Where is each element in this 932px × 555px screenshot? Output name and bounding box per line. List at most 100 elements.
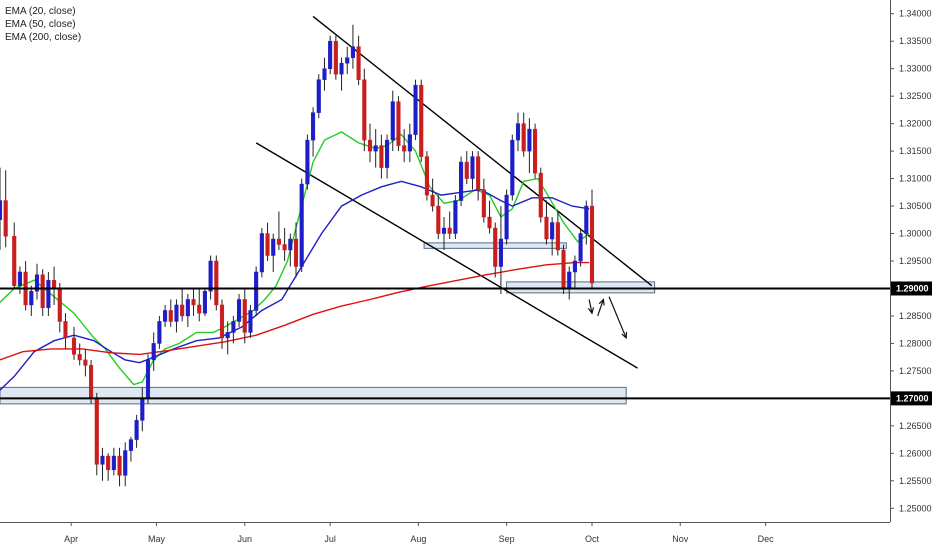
projection-arrow-2 — [608, 296, 628, 340]
candle-88 — [504, 189, 509, 245]
candle-100 — [572, 255, 577, 289]
candle-body — [316, 79, 321, 113]
candle-body — [504, 194, 509, 240]
candle-body — [373, 145, 378, 152]
candle-50 — [288, 233, 293, 267]
candle-body — [163, 310, 168, 322]
y-tick-label: 1.31500 — [899, 146, 932, 156]
candle-41 — [237, 293, 242, 327]
candle-body — [77, 354, 82, 361]
candle-body — [299, 183, 304, 267]
price-tag-0: 1.29000 — [891, 281, 932, 296]
candle-body — [71, 337, 77, 355]
candle-65 — [373, 129, 378, 168]
candle-body — [191, 299, 196, 306]
candle-85 — [487, 200, 492, 234]
candle-11 — [63, 313, 68, 349]
y-tick-label: 1.26000 — [899, 448, 932, 458]
candle-body — [197, 304, 202, 314]
candle-body — [584, 205, 589, 234]
candle-body — [214, 260, 219, 306]
y-tick-label: 1.34000 — [899, 9, 932, 19]
candle-body — [293, 238, 299, 267]
candle-body — [17, 271, 22, 286]
legend-ema50[interactable]: EMA (50, close) — [5, 19, 76, 30]
candle-body — [339, 62, 344, 75]
candle-76 — [436, 195, 441, 240]
ema-line-200 — [0, 261, 590, 361]
candle-body — [589, 205, 595, 284]
candle-body — [157, 321, 162, 344]
candle-84 — [481, 178, 486, 223]
candle-body — [242, 299, 247, 333]
candle-body — [424, 156, 429, 196]
candle-body — [106, 455, 111, 471]
candle-body — [430, 194, 435, 207]
arrow-head — [621, 331, 628, 340]
candle-64 — [367, 123, 373, 163]
candle-body — [3, 200, 8, 237]
candle-87 — [498, 206, 503, 294]
candle-77 — [441, 217, 447, 251]
candle-body — [248, 310, 253, 333]
candle-14 — [83, 348, 88, 377]
candle-body — [459, 161, 464, 201]
candle-body — [265, 233, 270, 256]
candle-body — [311, 112, 316, 141]
candle-46 — [265, 222, 270, 261]
legend-ema20[interactable]: EMA (20, close) — [5, 6, 76, 17]
candle-body — [333, 40, 338, 75]
candle-74 — [424, 151, 429, 201]
candle-body — [527, 128, 532, 152]
candle-body — [185, 299, 190, 317]
candle-72 — [413, 79, 418, 141]
price-tag-bg — [891, 391, 932, 406]
candle-body — [498, 238, 503, 267]
candle-body — [572, 260, 577, 273]
candle-19 — [111, 447, 116, 476]
candle-15 — [89, 359, 94, 404]
x-tick-label: Dec — [758, 534, 775, 544]
y-tick-label: 1.30000 — [899, 229, 932, 239]
candle-body — [288, 238, 293, 251]
candle-7 — [40, 269, 45, 316]
candle-body — [111, 455, 116, 471]
candle-60 — [345, 46, 350, 75]
candle-body — [379, 145, 384, 168]
candle-body — [533, 128, 538, 174]
candle-92 — [527, 118, 532, 174]
price-tag-label: 1.29000 — [896, 283, 929, 293]
candle-body — [345, 57, 350, 64]
legend-ema200[interactable]: EMA (200, close) — [5, 32, 82, 43]
candle-body — [94, 398, 99, 465]
candle-body — [128, 439, 133, 451]
candle-body — [271, 238, 276, 256]
candle-67 — [385, 134, 390, 179]
candle-body — [180, 304, 185, 317]
candle-body — [305, 139, 310, 185]
candle-body — [487, 216, 492, 229]
candle-body — [219, 304, 225, 339]
y-tick-label: 1.31000 — [899, 174, 932, 184]
arrow-head — [598, 298, 605, 306]
y-tick-label: 1.25000 — [899, 503, 932, 513]
candle-13 — [77, 343, 82, 366]
candle-body — [40, 274, 45, 308]
candle-54 — [311, 107, 316, 157]
candle-39 — [225, 321, 230, 355]
candle-6 — [34, 263, 40, 300]
candle-2 — [12, 222, 17, 289]
candle-body — [555, 222, 560, 251]
candle-body — [362, 79, 367, 141]
candle-80 — [459, 156, 464, 207]
candle-103 — [589, 189, 595, 289]
candle-body — [385, 139, 390, 168]
candle-body — [151, 343, 156, 361]
candle-body — [34, 274, 40, 292]
arrow-shaft — [608, 296, 627, 339]
candle-body — [567, 271, 572, 289]
candle-16 — [94, 392, 99, 476]
candle-71 — [407, 123, 412, 163]
candle-38 — [219, 299, 225, 349]
